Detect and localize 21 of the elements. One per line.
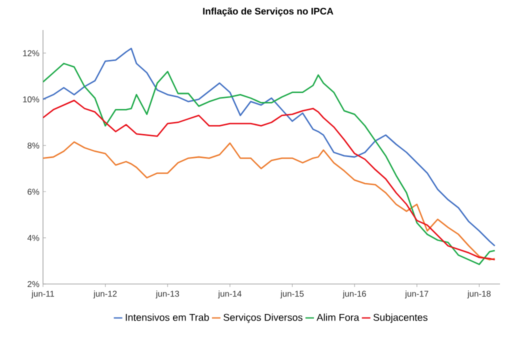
y-tick-label: 10% bbox=[23, 96, 40, 102]
y-tick-label: 6% bbox=[28, 188, 40, 195]
legend-label: Subjacentes bbox=[373, 314, 428, 323]
x-tick-label: jun-17 bbox=[404, 290, 428, 298]
y-tick-label: 8% bbox=[28, 142, 40, 149]
legend-label: Serviços Diversos bbox=[224, 314, 302, 323]
x-tick-label: jun-13 bbox=[156, 290, 180, 298]
line-series bbox=[43, 62, 496, 266]
x-tick-label: jun-15 bbox=[280, 290, 304, 298]
y-tick-label: 12% bbox=[23, 50, 40, 56]
legend-label: Alim Fora bbox=[316, 314, 360, 321]
y-tick-label: 4% bbox=[27, 234, 40, 241]
x-tick-label: jun-11 bbox=[31, 290, 54, 298]
x-tick-label: jun-12 bbox=[93, 290, 117, 298]
legend-label: Intensivos em Trab bbox=[126, 314, 209, 321]
chart-title: Inflação de Serviços no IPCA bbox=[203, 8, 334, 16]
line-series bbox=[43, 141, 496, 260]
x-tick-label: jun-14 bbox=[218, 290, 242, 298]
y-tick-label: 2% bbox=[28, 281, 40, 288]
x-tick-label: jun-16 bbox=[342, 290, 366, 298]
x-tick-label: jun-18 bbox=[467, 290, 491, 298]
